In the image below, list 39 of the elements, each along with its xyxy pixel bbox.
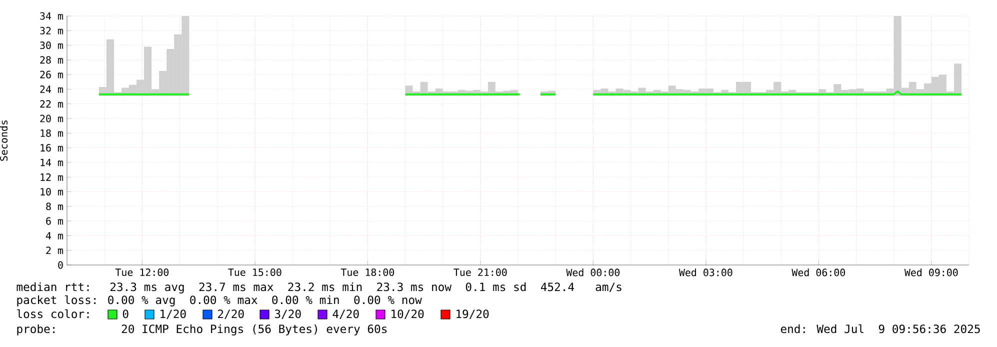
text: 0 bbox=[122, 310, 128, 318]
x-tick-label: Tue 15:00 bbox=[228, 268, 282, 276]
y-axis-title: Seconds bbox=[0, 120, 8, 161]
text: 19/20 bbox=[456, 310, 489, 320]
y-tick-label: 20 m bbox=[40, 114, 64, 122]
y-tick-label: 18 m bbox=[40, 129, 64, 137]
y-tick-label: 6 m bbox=[46, 217, 64, 225]
text: 3/20 bbox=[274, 310, 301, 320]
text: 4/20 bbox=[332, 310, 359, 320]
x-tick-label: Wed 03:00 bbox=[678, 268, 732, 276]
text: 1/20 bbox=[160, 310, 186, 320]
y-tick-label: 34 m bbox=[40, 12, 64, 20]
x-tick-label: Tue 12:00 bbox=[115, 268, 169, 276]
y-tick-label: 12 m bbox=[40, 173, 64, 181]
y-tick-label: 16 m bbox=[40, 144, 64, 152]
y-tick-label: 14 m bbox=[40, 158, 64, 166]
text: 2/20 bbox=[218, 310, 244, 320]
text: median rtt: 23.3 ms avg 23.7 ms max 23.2 ms min 23.3 ms now 0.1 ms sd 452.4 am/s bbox=[16, 282, 622, 294]
y-tick-label: 22 m bbox=[40, 100, 64, 108]
x-tick-label: Wed 09:00 bbox=[904, 268, 958, 276]
x-tick-label: Wed 06:00 bbox=[792, 268, 846, 276]
y-tick-label: 2 m bbox=[46, 246, 64, 254]
y-tick-label: 28 m bbox=[40, 56, 64, 64]
y-tick-label: 32 m bbox=[40, 26, 64, 34]
y-tick-label: 4 m bbox=[46, 232, 64, 240]
x-tick-label: Tue 21:00 bbox=[454, 268, 507, 276]
y-tick-label: 30 m bbox=[40, 42, 64, 50]
y-tick-label: 0 bbox=[58, 261, 63, 269]
text: probe: 20 ICMP Echo Pings (56 Bytes) every 60s bbox=[17, 324, 387, 336]
text: 10/20 bbox=[392, 310, 424, 320]
y-tick-label: 24 m bbox=[40, 86, 64, 93]
x-tick-label: Tue 18:00 bbox=[340, 268, 394, 276]
y-tick-label: 8 m bbox=[46, 202, 64, 210]
text: end: Wed Jul 9 09:56:36 2025 bbox=[780, 324, 980, 334]
y-tick-label: 26 m bbox=[40, 70, 64, 78]
text: packet loss: 0.00 % avg 0.00 % max 0.00 % min 0.00 % now bbox=[17, 295, 422, 306]
x-tick-label: Wed 00:00 bbox=[566, 268, 620, 276]
y-tick-label: 10 m bbox=[40, 188, 64, 196]
text: loss color: bbox=[17, 309, 89, 318]
